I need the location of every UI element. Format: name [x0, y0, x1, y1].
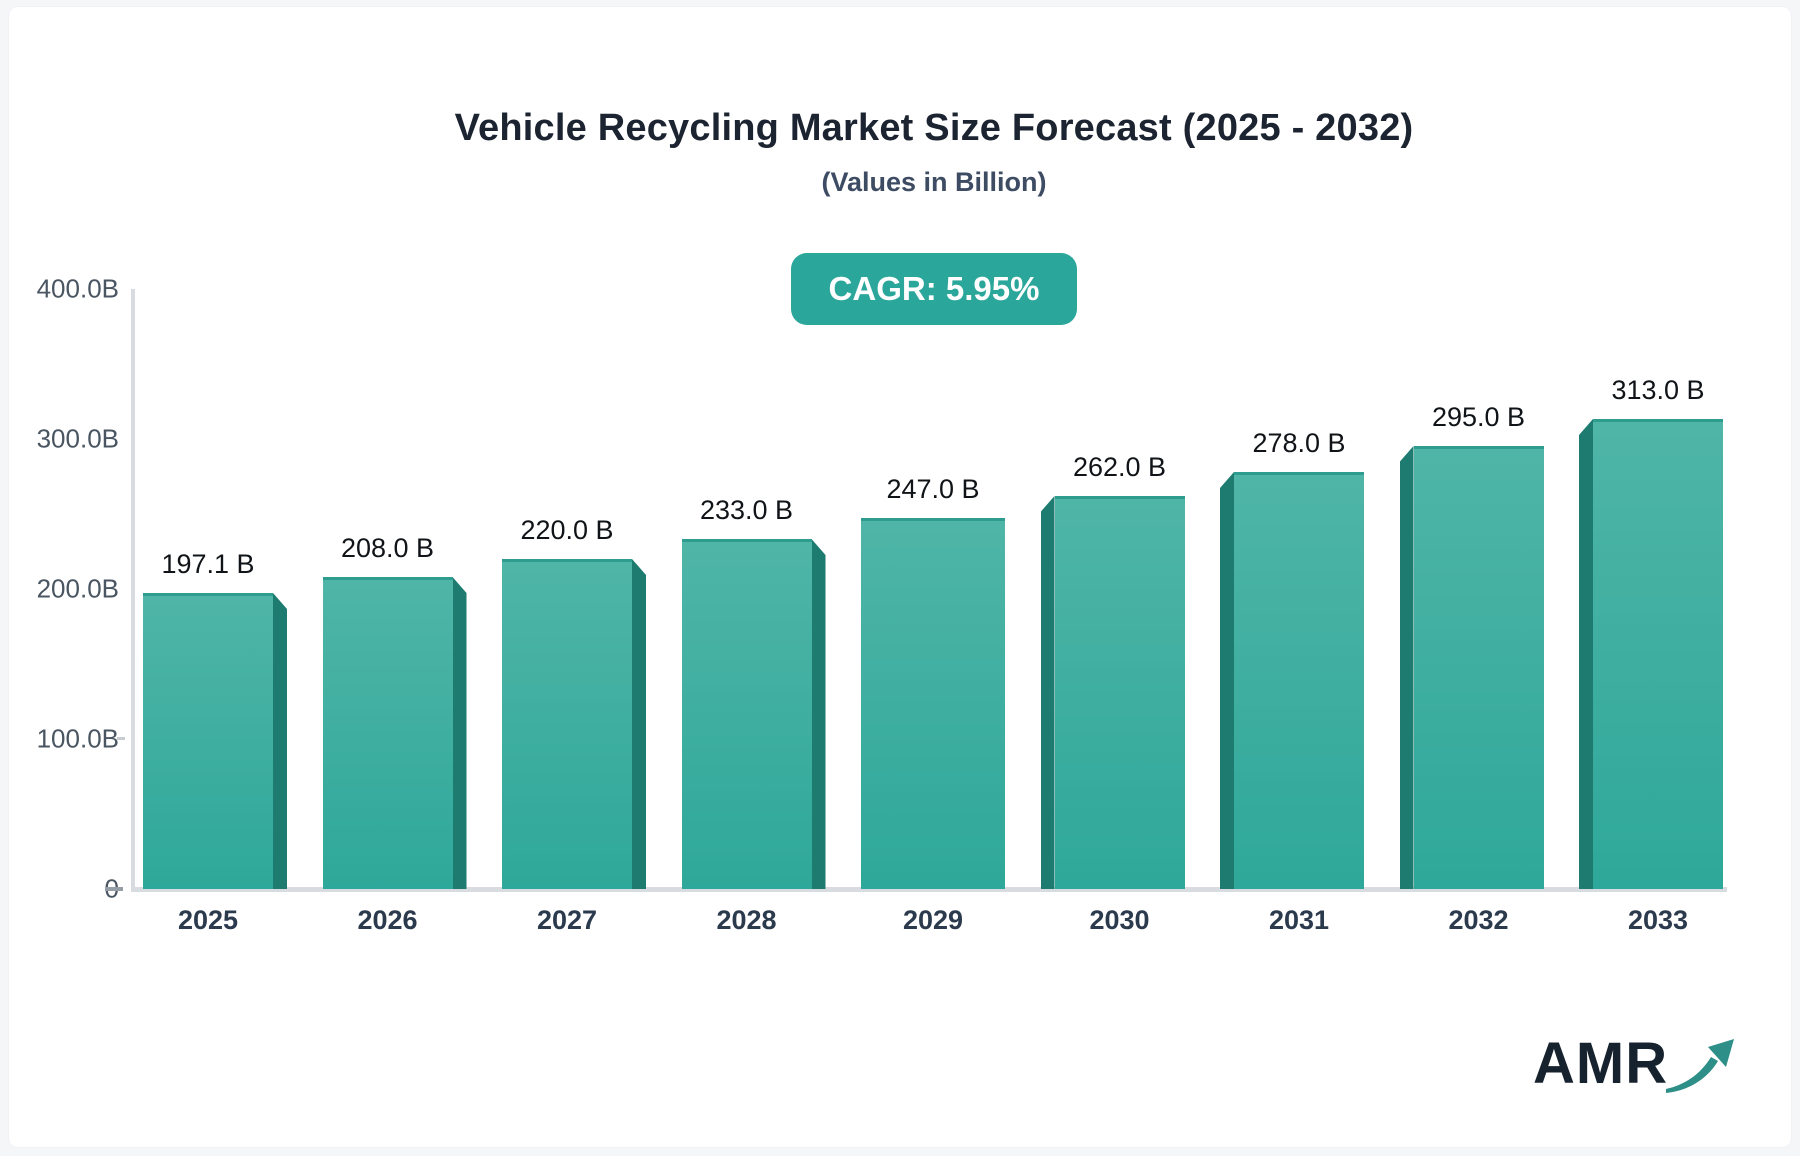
y-tick-label: 300.0B: [36, 423, 119, 454]
y-tick-label: 0: [9, 874, 119, 905]
bar-value-label: 313.0 B: [1611, 375, 1705, 405]
y-tick-label: 100.0B: [36, 723, 119, 754]
bar: [1234, 472, 1364, 889]
chart-subtitle: (Values in Billion): [821, 167, 1047, 197]
bar-side-face: [452, 577, 467, 889]
bar: [681, 539, 812, 889]
cagr-badge: CAGR: 5.95%: [790, 253, 1078, 325]
bar-value-label: 262.0 B: [1072, 452, 1167, 482]
y-tick-label: 200.0B: [36, 573, 119, 604]
amr-logo-text: AMR: [1533, 1031, 1669, 1096]
x-tick-label: 2033: [1627, 905, 1689, 935]
x-tick-label: 2025: [177, 905, 239, 935]
x-tick-label: 2029: [902, 905, 964, 935]
bar-chart: 400.0B 300.0B 200.0B 100.0B 0 197.1 B 2025 208.…: [9, 7, 1791, 1147]
bar-value-label: 247.0 B: [886, 474, 980, 504]
bar: [1413, 446, 1544, 889]
x-axis-line: [131, 887, 1727, 892]
bar-side-face: [811, 539, 826, 889]
bar-side-face: [1220, 472, 1234, 889]
bar: [322, 577, 453, 889]
x-tick-label: 2030: [1089, 905, 1150, 935]
y-tick-label: 400.0B: [36, 273, 119, 304]
bar-side-face: [273, 593, 287, 889]
bar-value-label: 278.0 B: [1252, 428, 1346, 458]
bar-value-label: 197.1 B: [161, 549, 255, 579]
x-tick-label: 2026: [357, 905, 418, 935]
chart-card: Vehicle Recycling Market Size Forecast (…: [8, 6, 1792, 1148]
x-tick-label: 2028: [716, 905, 777, 935]
x-tick-label: 2027: [536, 905, 598, 935]
bar-value-label: 295.0 B: [1431, 402, 1526, 432]
chart-title: Vehicle Recycling Market Size Forecast (…: [454, 107, 1414, 149]
x-tick-label: 2031: [1268, 905, 1330, 935]
bar-value-label: 220.0 B: [520, 515, 614, 545]
bar: [1054, 496, 1185, 889]
bar: [502, 559, 632, 889]
y-tick-mark: [117, 737, 125, 740]
bar: [861, 518, 1005, 889]
bar-value-label: 233.0 B: [699, 495, 794, 525]
bar-side-face: [632, 559, 646, 889]
y-tick-mark: [105, 887, 123, 891]
bar: [1593, 419, 1723, 889]
bar-side-face: [1040, 496, 1055, 889]
y-axis-line: [131, 289, 135, 891]
cagr-badge-wrap: CAGR: 5.95%: [59, 253, 1791, 325]
x-tick-label: 2032: [1448, 905, 1509, 935]
growth-arrow-icon: [1666, 1039, 1735, 1093]
bar-side-face: [1579, 419, 1593, 889]
amr-logo: AMR: [1533, 1035, 1738, 1099]
bar: [143, 593, 273, 889]
bar-value-label: 208.0 B: [340, 533, 435, 563]
bar-side-face: [1399, 446, 1414, 889]
